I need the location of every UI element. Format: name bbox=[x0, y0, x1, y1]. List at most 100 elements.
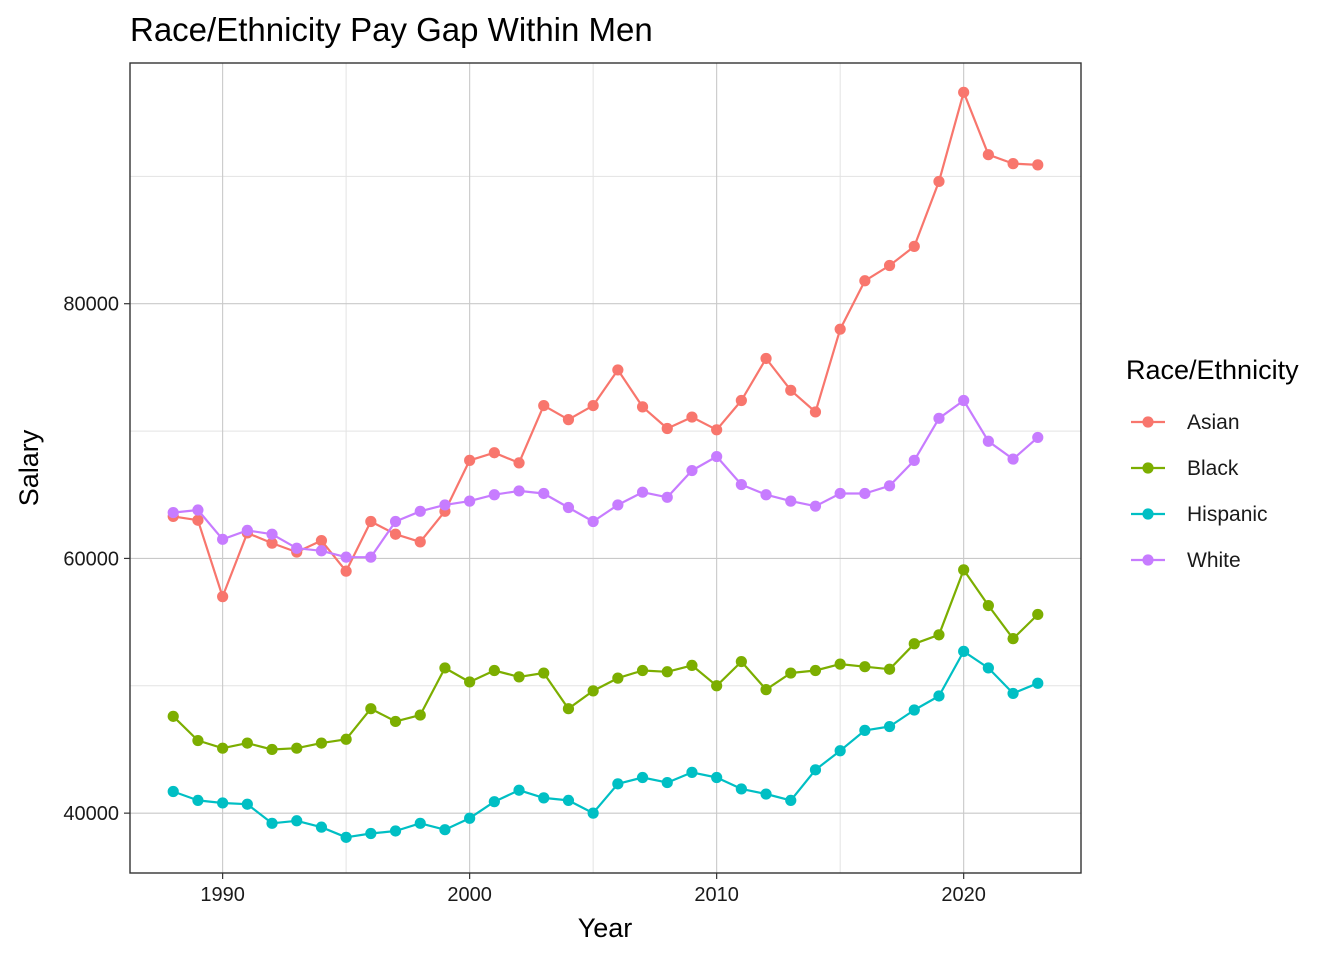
data-point-black bbox=[439, 662, 451, 674]
data-point-white bbox=[562, 501, 575, 514]
legend: Race/Ethnicity Asian Black Hispanic White bbox=[1126, 355, 1299, 572]
data-point-black bbox=[241, 737, 253, 749]
data-point-white bbox=[1007, 453, 1019, 465]
y-tick-label: 80000 bbox=[63, 294, 119, 316]
data-point-asian bbox=[760, 352, 772, 365]
data-point-asian bbox=[982, 149, 994, 161]
data-point-asian bbox=[1007, 158, 1019, 170]
data-point-asian bbox=[958, 86, 970, 98]
data-point-white bbox=[192, 504, 204, 516]
data-point-white bbox=[241, 524, 253, 537]
data-point-black bbox=[217, 742, 229, 754]
legend-item-white: White bbox=[1131, 549, 1241, 572]
series-black bbox=[167, 564, 1044, 756]
data-point-black bbox=[167, 710, 179, 722]
data-point-black bbox=[760, 684, 772, 696]
data-point-white bbox=[538, 487, 550, 500]
x-tick-label: 1990 bbox=[200, 884, 245, 906]
legend-key-point bbox=[1142, 508, 1154, 520]
data-point-white bbox=[711, 450, 723, 463]
data-point-hispanic bbox=[636, 771, 649, 784]
data-point-asian bbox=[464, 454, 476, 466]
data-point-hispanic bbox=[340, 831, 352, 843]
data-point-hispanic bbox=[686, 766, 698, 778]
data-point-black bbox=[661, 666, 673, 678]
data-point-white bbox=[291, 542, 303, 554]
series-white bbox=[167, 394, 1044, 563]
data-point-hispanic bbox=[1032, 677, 1044, 689]
data-point-white bbox=[982, 435, 994, 447]
data-point-black bbox=[562, 703, 575, 715]
data-point-hispanic bbox=[464, 812, 476, 824]
data-point-asian bbox=[933, 175, 945, 188]
data-point-asian bbox=[266, 537, 278, 549]
data-point-white bbox=[167, 506, 179, 519]
data-point-asian bbox=[1032, 159, 1044, 171]
data-point-black bbox=[192, 734, 204, 747]
plot-panel-border bbox=[129, 62, 1082, 874]
data-point-black bbox=[883, 663, 896, 675]
series-hispanic bbox=[167, 645, 1044, 843]
data-point-white bbox=[661, 491, 673, 503]
legend-item-black: Black bbox=[1131, 457, 1239, 480]
data-point-hispanic bbox=[587, 807, 599, 819]
data-point-asian bbox=[908, 240, 920, 252]
data-point-hispanic bbox=[859, 724, 871, 736]
data-point-hispanic bbox=[908, 704, 920, 716]
data-point-white bbox=[933, 412, 945, 424]
data-point-hispanic bbox=[834, 745, 846, 757]
data-point-hispanic bbox=[315, 821, 328, 833]
data-point-hispanic bbox=[1007, 687, 1019, 700]
data-point-asian bbox=[735, 394, 747, 407]
data-point-asian bbox=[636, 401, 649, 413]
data-point-asian bbox=[686, 411, 698, 423]
data-point-white bbox=[612, 499, 624, 511]
data-point-black bbox=[859, 661, 871, 673]
data-point-asian bbox=[809, 406, 822, 418]
legend-key-point bbox=[1142, 462, 1154, 474]
data-point-white bbox=[365, 551, 377, 563]
data-point-asian bbox=[587, 399, 599, 412]
data-point-white bbox=[760, 489, 772, 501]
data-point-hispanic bbox=[612, 778, 624, 790]
data-point-white bbox=[809, 500, 822, 512]
data-point-hispanic bbox=[958, 645, 970, 657]
data-point-white bbox=[1032, 431, 1044, 444]
data-point-hispanic bbox=[241, 798, 253, 810]
data-series bbox=[167, 86, 1044, 843]
y-tick-label: 40000 bbox=[63, 803, 119, 825]
data-point-black bbox=[785, 667, 797, 679]
data-point-hispanic bbox=[365, 827, 377, 840]
data-point-black bbox=[464, 676, 476, 688]
data-point-asian bbox=[340, 565, 352, 577]
major-gridlines bbox=[130, 63, 1081, 873]
data-point-hispanic bbox=[167, 785, 179, 798]
data-point-asian bbox=[513, 457, 525, 469]
legend-items: Asian Black Hispanic White bbox=[1131, 411, 1268, 572]
data-point-white bbox=[587, 515, 599, 528]
data-point-black bbox=[958, 564, 970, 576]
data-point-asian bbox=[711, 424, 723, 436]
data-point-hispanic bbox=[389, 825, 402, 837]
legend-item-asian: Asian bbox=[1131, 411, 1240, 434]
x-tick-label: 2000 bbox=[447, 884, 492, 906]
data-point-black bbox=[1007, 633, 1019, 645]
data-point-asian bbox=[834, 323, 846, 335]
data-point-asian bbox=[859, 275, 871, 287]
data-point-black bbox=[340, 733, 352, 745]
data-point-asian bbox=[365, 515, 377, 528]
data-point-hispanic bbox=[538, 792, 550, 804]
data-point-black bbox=[389, 715, 402, 728]
data-point-black bbox=[686, 659, 698, 672]
data-point-black bbox=[315, 737, 328, 749]
data-point-asian bbox=[192, 514, 204, 526]
data-point-hispanic bbox=[982, 662, 994, 674]
data-point-asian bbox=[488, 447, 500, 459]
y-axis-title: Salary bbox=[14, 429, 44, 506]
data-point-white bbox=[686, 464, 698, 477]
data-point-asian bbox=[612, 364, 624, 376]
data-point-black bbox=[834, 658, 846, 670]
data-point-hispanic bbox=[192, 794, 204, 807]
